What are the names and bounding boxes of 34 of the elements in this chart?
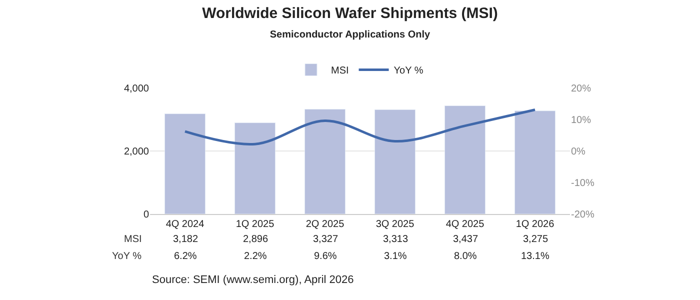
data-label: 2,896	[243, 234, 268, 245]
data-label: 9.6%	[314, 251, 337, 262]
y2-tick-label: -20%	[571, 210, 594, 220]
legend-label: MSI	[331, 66, 349, 77]
text: YoY %	[112, 251, 142, 262]
chart-subtitle: Semiconductor Applications Only	[270, 30, 431, 40]
x-tick-label: 3Q 2025	[376, 219, 415, 230]
data-label: 3,275	[523, 234, 548, 245]
y-tick-label: 4,000	[124, 84, 150, 94]
source-note: Source: SEMI (www.semi.org), April 2026	[152, 274, 354, 286]
x-tick-label: 4Q 2025	[446, 219, 485, 230]
line-series	[184, 108, 536, 146]
legend-label: YoY %	[394, 66, 424, 77]
data-label: 3,437	[453, 234, 478, 245]
y2-tick-label: 20%	[571, 84, 592, 94]
y2-tick-label: -10%	[571, 178, 594, 189]
data-label: 8.0%	[454, 251, 477, 262]
y-tick-label: 0	[143, 210, 150, 220]
x-tick-label: 4Q 2024	[166, 219, 205, 230]
data-label: 3,182	[173, 234, 198, 245]
data-label: 3.1%	[384, 251, 407, 262]
data-label: 3,313	[383, 234, 408, 245]
data-label: 6.2%	[174, 251, 197, 262]
data-label: 2.2%	[244, 251, 267, 262]
x-tick-label: 1Q 2025	[236, 219, 275, 230]
y2-tick-label: 0%	[571, 146, 586, 158]
data-label: 13.1%	[521, 251, 550, 262]
chart-title: Worldwide Silicon Wafer Shipments (MSI)	[202, 5, 498, 22]
data-label: 3,327	[313, 234, 338, 245]
y2-tick-label: 10%	[571, 115, 592, 126]
text: MSI	[124, 234, 142, 245]
x-tick-label: 2Q 2025	[306, 219, 345, 230]
x-tick-label: 1Q 2026	[516, 219, 555, 230]
y-tick-label: 2,000	[124, 146, 150, 158]
